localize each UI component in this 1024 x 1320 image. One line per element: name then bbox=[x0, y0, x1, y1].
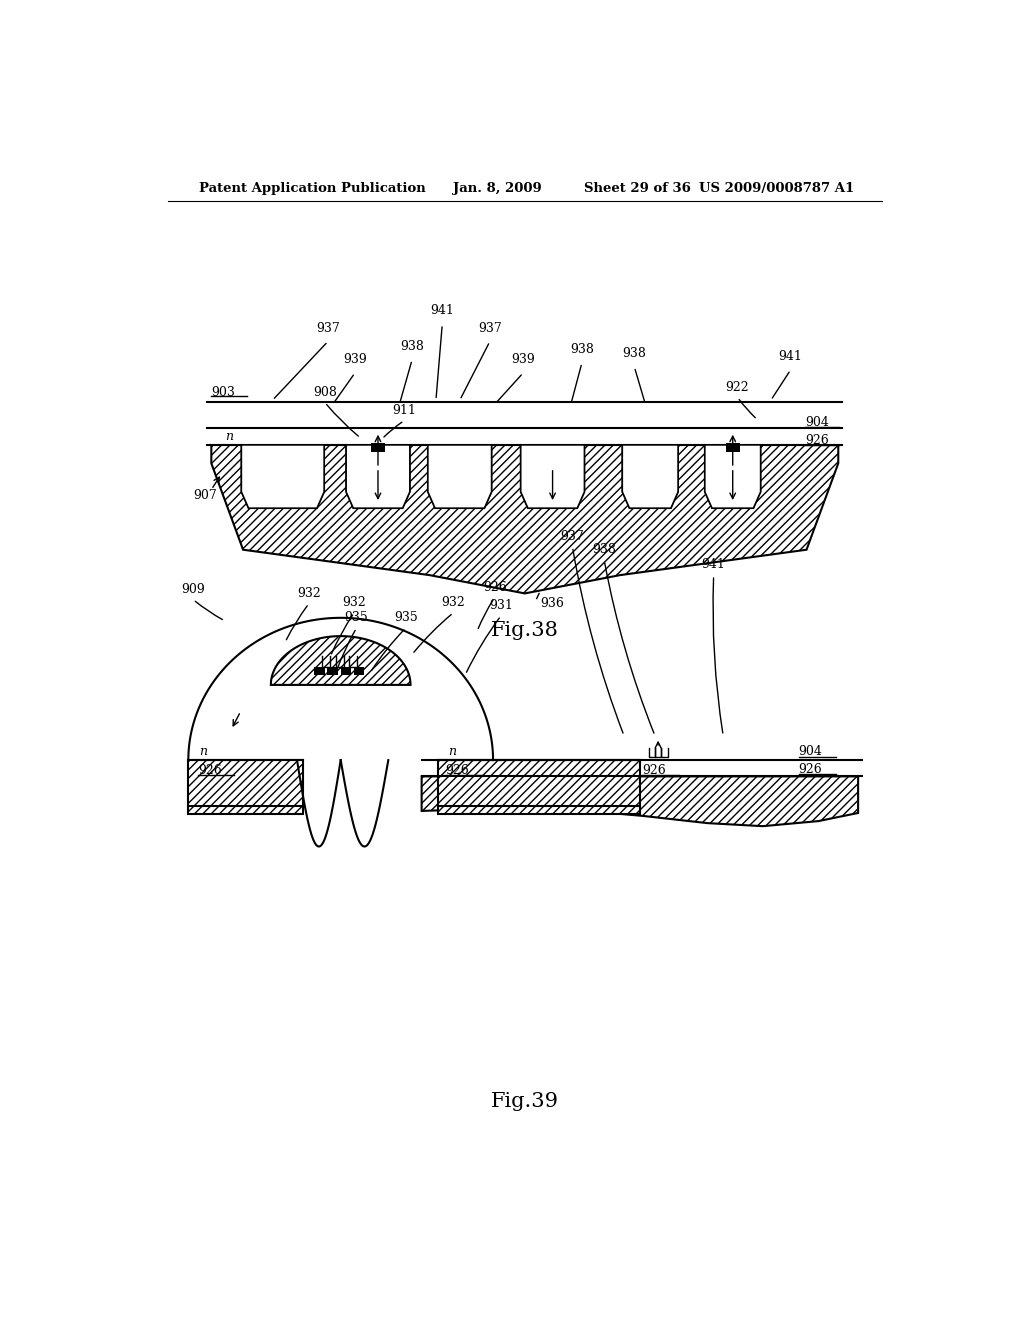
Bar bbox=[328, 667, 338, 675]
Bar bbox=[341, 667, 351, 675]
Polygon shape bbox=[242, 445, 324, 508]
Text: Sheet 29 of 36: Sheet 29 of 36 bbox=[585, 182, 691, 195]
Text: 909: 909 bbox=[181, 583, 205, 595]
Text: 939: 939 bbox=[511, 354, 536, 366]
Polygon shape bbox=[521, 445, 585, 508]
Text: 937: 937 bbox=[316, 322, 340, 335]
Text: 908: 908 bbox=[313, 385, 337, 399]
Polygon shape bbox=[187, 760, 303, 814]
Polygon shape bbox=[346, 445, 410, 508]
Text: 941: 941 bbox=[701, 558, 726, 572]
Text: 938: 938 bbox=[623, 347, 646, 360]
Bar bbox=[354, 667, 365, 675]
Text: Patent Application Publication: Patent Application Publication bbox=[200, 182, 426, 195]
Text: 936: 936 bbox=[541, 597, 564, 610]
Text: 904: 904 bbox=[805, 416, 828, 429]
Bar bbox=[314, 667, 325, 675]
Text: n: n bbox=[225, 430, 232, 444]
Polygon shape bbox=[270, 636, 411, 685]
Text: 941: 941 bbox=[430, 305, 455, 317]
Bar bbox=[726, 444, 740, 453]
Text: 926: 926 bbox=[642, 764, 666, 776]
Polygon shape bbox=[422, 776, 858, 826]
Text: 926: 926 bbox=[799, 763, 822, 776]
Polygon shape bbox=[211, 445, 839, 594]
Text: 932: 932 bbox=[297, 587, 321, 599]
Text: 937: 937 bbox=[560, 531, 585, 543]
Text: n: n bbox=[200, 746, 208, 759]
Polygon shape bbox=[623, 445, 678, 508]
Text: 911: 911 bbox=[392, 404, 416, 417]
Text: 932: 932 bbox=[441, 597, 465, 609]
Text: 939: 939 bbox=[343, 354, 367, 366]
Text: 932: 932 bbox=[342, 597, 366, 609]
Bar bbox=[371, 444, 385, 453]
Text: 938: 938 bbox=[570, 343, 594, 356]
Text: 926: 926 bbox=[482, 581, 507, 594]
Text: US 2009/0008787 A1: US 2009/0008787 A1 bbox=[699, 182, 855, 195]
Polygon shape bbox=[428, 445, 492, 508]
Text: 941: 941 bbox=[778, 350, 803, 363]
Polygon shape bbox=[437, 760, 640, 814]
Text: 903: 903 bbox=[211, 385, 236, 399]
Text: 937: 937 bbox=[478, 322, 502, 335]
Text: 938: 938 bbox=[400, 341, 424, 352]
Text: Fig.38: Fig.38 bbox=[490, 620, 559, 639]
Text: Jan. 8, 2009: Jan. 8, 2009 bbox=[454, 182, 542, 195]
Text: 938: 938 bbox=[592, 544, 616, 556]
Text: 904: 904 bbox=[799, 746, 822, 759]
Text: 935: 935 bbox=[394, 611, 418, 624]
Text: 907: 907 bbox=[194, 490, 217, 503]
Polygon shape bbox=[705, 445, 761, 508]
Text: 935: 935 bbox=[345, 611, 369, 624]
Text: 926: 926 bbox=[805, 434, 828, 447]
Text: Fig.39: Fig.39 bbox=[490, 1092, 559, 1111]
Text: n: n bbox=[449, 746, 457, 759]
Text: 931: 931 bbox=[489, 599, 513, 612]
Text: 926: 926 bbox=[198, 764, 221, 776]
Text: 926: 926 bbox=[445, 764, 469, 776]
Text: 922: 922 bbox=[726, 380, 750, 393]
